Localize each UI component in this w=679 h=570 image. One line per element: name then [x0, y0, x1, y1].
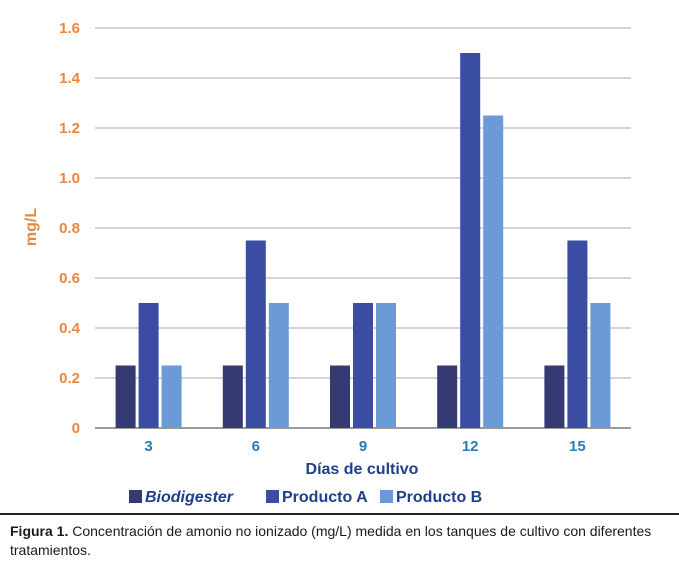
bar-biodigester-9 [330, 365, 350, 428]
legend: Biodigester Producto A Producto B [129, 489, 482, 506]
legend-label-producto-b: Producto B [396, 489, 482, 506]
caption-text: Concentración de amonio no ionizado (mg/… [10, 523, 652, 558]
bar-producto-a-6 [245, 240, 266, 428]
legend-swatch-biodigester [129, 490, 142, 503]
y-tick-label: 1.2 [59, 120, 80, 137]
bars [115, 53, 611, 428]
bar-producto-a-12 [460, 53, 481, 428]
x-tick-label: 6 [252, 438, 260, 455]
legend-label-producto-a: Producto A [282, 489, 368, 506]
y-tick-label: 1.4 [59, 70, 81, 87]
bar-producto-b-9 [376, 303, 396, 428]
bar-producto-b-6 [268, 303, 289, 428]
y-tick-label: 0.8 [59, 220, 80, 237]
bar-producto-a-15 [567, 240, 588, 428]
legend-swatch-producto-a [266, 490, 279, 503]
bar-chart: 0 0.2 0.4 0.6 0.8 1.0 1.2 1.4 1.6 3 6 9 12 15 mg/L D… [23, 20, 631, 506]
bar-producto-b-3 [161, 365, 182, 428]
y-tick-label: 1.0 [59, 170, 80, 187]
figure-caption: Figura 1. Concentración de amonio no ion… [10, 522, 670, 560]
bar-producto-b-15 [590, 303, 611, 428]
y-tick-label: 1.6 [59, 20, 80, 37]
y-axis-ticks: 0 0.2 0.4 0.6 0.8 1.0 1.2 1.4 1.6 [59, 20, 81, 437]
x-tick-label: 15 [569, 438, 586, 455]
legend-label-biodigester: Biodigester [145, 489, 234, 506]
legend-swatch-producto-b [380, 490, 393, 503]
bar-producto-a-9 [353, 303, 373, 428]
bar-biodigester-15 [544, 365, 565, 428]
y-tick-label: 0.2 [59, 370, 80, 387]
gridlines [95, 27, 631, 429]
bar-biodigester-12 [437, 365, 458, 428]
bar-producto-b-12 [483, 115, 504, 428]
x-axis-ticks: 3 6 9 12 15 [144, 438, 585, 455]
caption-label: Figura 1. [10, 523, 69, 539]
y-axis-label: mg/L [23, 208, 40, 246]
x-tick-label: 9 [359, 438, 367, 455]
x-tick-label: 12 [462, 438, 479, 455]
bar-biodigester-6 [222, 365, 243, 428]
bar-producto-a-3 [138, 303, 159, 428]
caption-divider [0, 513, 679, 515]
y-tick-label: 0.4 [59, 320, 81, 337]
x-tick-label: 3 [144, 438, 152, 455]
y-tick-label: 0 [72, 420, 80, 437]
bar-biodigester-3 [115, 365, 136, 428]
x-axis-label: Días de cultivo [306, 461, 419, 478]
y-tick-label: 0.6 [59, 270, 80, 287]
